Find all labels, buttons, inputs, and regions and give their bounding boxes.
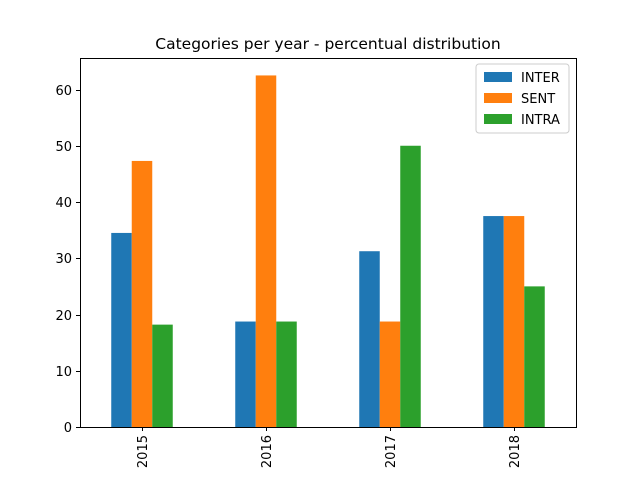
bar-intra-2015 xyxy=(152,324,173,427)
y-tick-label-60: 60 xyxy=(55,84,72,99)
legend-swatch-inter xyxy=(484,72,512,82)
bar-inter-2018 xyxy=(483,216,504,427)
bars-group xyxy=(111,75,545,427)
legend: INTER SENT INTRA xyxy=(475,63,570,134)
bar-intra-2016 xyxy=(276,321,297,427)
y-axis: 0 10 20 30 40 50 60 xyxy=(55,84,80,436)
plot-frame xyxy=(80,58,577,428)
bar-inter-2015 xyxy=(111,232,132,427)
x-tick-label-2018: 2018 xyxy=(508,435,523,468)
bar-sent-2016 xyxy=(255,75,277,427)
x-tick-label-2016: 2016 xyxy=(260,435,275,468)
legend-label-intra: INTRA xyxy=(521,113,560,128)
y-tick-label-20: 20 xyxy=(55,309,72,324)
bar-intra-2017 xyxy=(400,145,421,427)
legend-label-sent: SENT xyxy=(521,92,555,107)
bar-inter-2016 xyxy=(235,321,256,427)
legend-label-inter: INTER xyxy=(521,71,560,86)
bar-sent-2017 xyxy=(379,321,401,427)
y-tick-label-40: 40 xyxy=(55,196,72,211)
legend-swatch-sent xyxy=(484,93,512,103)
chart-title: Categories per year - percentual distrib… xyxy=(155,35,500,53)
y-tick-label-50: 50 xyxy=(55,140,72,155)
x-axis: 2015 2016 2017 2018 xyxy=(136,427,523,468)
y-tick-label-30: 30 xyxy=(55,252,72,267)
x-tick-label-2017: 2017 xyxy=(384,435,399,468)
bar-sent-2015 xyxy=(131,160,153,427)
legend-swatch-intra xyxy=(484,114,512,124)
y-tick-label-10: 10 xyxy=(55,365,72,380)
y-tick-label-0: 0 xyxy=(64,421,72,436)
bar-intra-2018 xyxy=(524,286,545,427)
x-tick-label-2015: 2015 xyxy=(136,435,151,468)
bar-inter-2017 xyxy=(359,251,380,427)
bar-sent-2018 xyxy=(503,216,525,427)
